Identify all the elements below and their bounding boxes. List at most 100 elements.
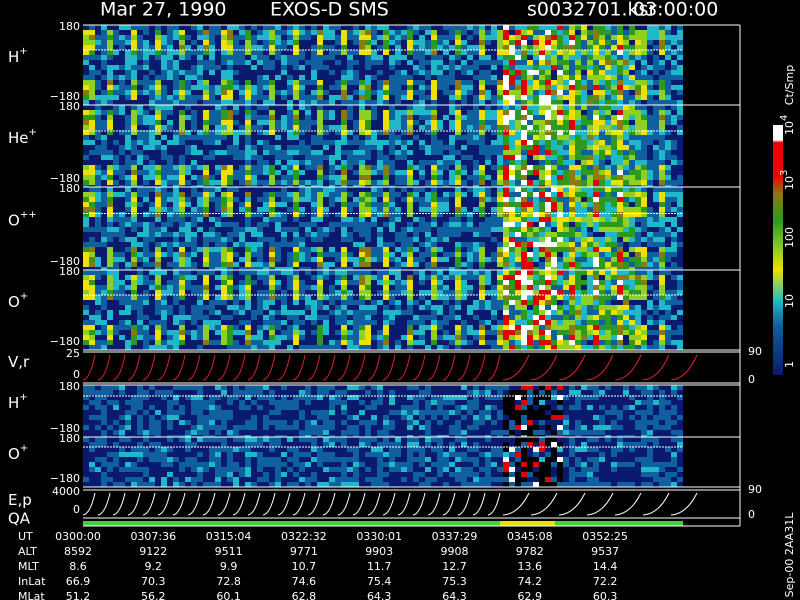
cell — [527, 340, 533, 345]
cell — [593, 187, 599, 192]
cell — [317, 305, 323, 310]
cell — [479, 270, 485, 275]
cell — [221, 175, 227, 180]
cell — [659, 222, 665, 227]
cell — [515, 247, 521, 252]
cell — [107, 232, 113, 237]
cell — [419, 35, 425, 40]
cell — [581, 100, 587, 105]
cell — [665, 192, 671, 197]
cell — [545, 280, 551, 285]
cell — [173, 340, 179, 345]
cell — [671, 65, 677, 70]
cell — [521, 40, 527, 45]
cell — [89, 335, 95, 340]
cell — [611, 275, 617, 280]
cell — [383, 280, 389, 285]
cell — [497, 90, 503, 95]
cell — [317, 65, 323, 70]
cell — [359, 232, 365, 237]
cell — [497, 335, 503, 340]
cell — [629, 212, 635, 217]
cell — [653, 155, 659, 160]
cell — [461, 242, 467, 247]
cell — [425, 290, 431, 295]
cell — [101, 150, 107, 155]
cell — [353, 125, 359, 130]
cell — [299, 145, 305, 150]
cell — [107, 275, 113, 280]
cell — [119, 237, 125, 242]
cell — [119, 40, 125, 45]
cell — [173, 60, 179, 65]
cell — [143, 315, 149, 320]
cell — [419, 222, 425, 227]
cell — [533, 80, 539, 85]
cell — [167, 70, 173, 75]
cell — [353, 345, 359, 350]
cell — [149, 212, 155, 217]
cell — [647, 30, 653, 35]
cell — [137, 192, 143, 197]
cell — [665, 120, 671, 125]
cell — [473, 315, 479, 320]
cell — [509, 227, 515, 232]
cell — [503, 65, 509, 70]
cell — [377, 180, 383, 185]
cell — [521, 110, 527, 115]
cell — [515, 75, 521, 80]
cell — [83, 320, 89, 325]
cell — [479, 242, 485, 247]
cell — [653, 305, 659, 310]
cell — [461, 212, 467, 217]
cell — [515, 60, 521, 65]
cell — [575, 280, 581, 285]
cell — [257, 340, 263, 345]
cell — [233, 85, 239, 90]
cell — [317, 80, 323, 85]
cell — [545, 85, 551, 90]
cell — [635, 85, 641, 90]
cell — [431, 247, 437, 252]
cell — [617, 262, 623, 267]
cell — [329, 140, 335, 145]
cell — [623, 50, 629, 55]
cell — [653, 60, 659, 65]
cell — [527, 335, 533, 340]
cell — [167, 140, 173, 145]
cell — [365, 335, 371, 340]
cell — [275, 257, 281, 262]
cell — [311, 45, 317, 50]
cell — [659, 90, 665, 95]
cell — [521, 275, 527, 280]
cell — [521, 165, 527, 170]
cell — [527, 330, 533, 335]
cell — [257, 335, 263, 340]
cell — [341, 110, 347, 115]
cell — [551, 45, 557, 50]
cell — [227, 30, 233, 35]
cell — [179, 70, 185, 75]
cell — [449, 180, 455, 185]
cell — [503, 275, 509, 280]
cell — [269, 50, 275, 55]
cell — [635, 180, 641, 185]
cell — [209, 187, 215, 192]
cell — [515, 105, 521, 110]
cell — [365, 100, 371, 105]
cell — [107, 165, 113, 170]
cell — [545, 320, 551, 325]
cell — [383, 242, 389, 247]
cell — [317, 170, 323, 175]
cell — [557, 247, 563, 252]
cell — [545, 70, 551, 75]
cell — [197, 197, 203, 202]
cell — [479, 95, 485, 100]
cell — [557, 90, 563, 95]
cell — [593, 305, 599, 310]
cell — [149, 130, 155, 135]
cell — [437, 295, 443, 300]
cell — [497, 30, 503, 35]
cell — [341, 170, 347, 175]
cell — [557, 30, 563, 35]
